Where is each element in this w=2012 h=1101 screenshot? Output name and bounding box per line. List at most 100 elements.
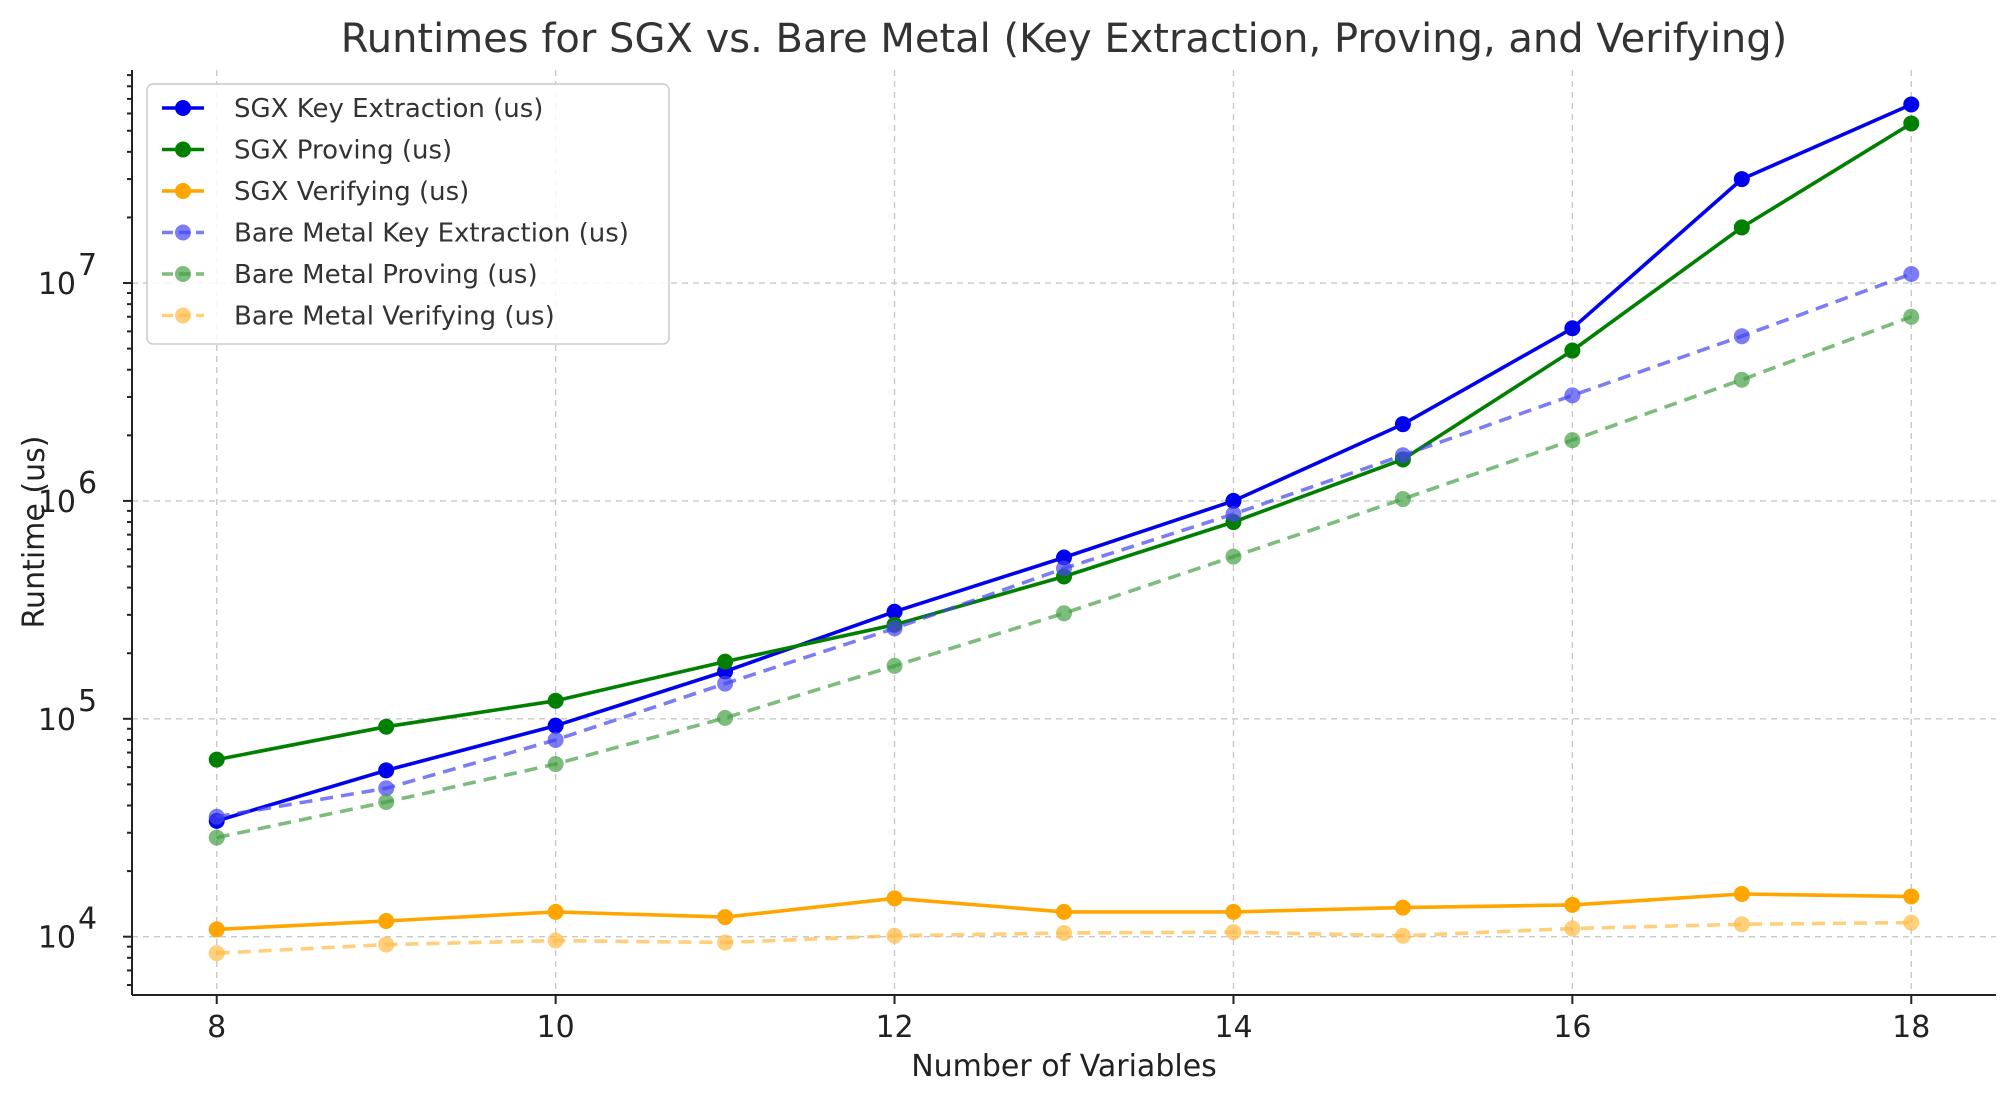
- x-tick-label: 16: [1553, 1010, 1591, 1045]
- legend-box: [146, 83, 670, 345]
- data-point: [1056, 549, 1072, 566]
- data-point: [547, 692, 564, 709]
- legend: SGX Key Extraction (us) SGX Proving (us) S…: [146, 83, 670, 345]
- series-lines: [208, 96, 1920, 962]
- legend-entry: Bare Metal Key Extraction (us): [162, 219, 629, 249]
- x-tick-label: 10: [537, 1010, 575, 1045]
- data-point: [1903, 115, 1920, 132]
- data-point: [378, 794, 395, 811]
- x-tick-label: 14: [1214, 1010, 1252, 1045]
- data-point: [886, 657, 903, 674]
- legend-label: Bare Metal Verifying (us): [234, 302, 555, 332]
- data-point: [1903, 888, 1920, 905]
- legend-entries: SGX Key Extraction (us) SGX Proving (us) S…: [162, 94, 629, 332]
- series-4: [208, 308, 1920, 846]
- data-point: [1225, 924, 1242, 941]
- data-point: [717, 709, 734, 726]
- y-tick-label: 10: [38, 703, 76, 738]
- data-point: [208, 751, 225, 768]
- legend-entry: Bare Metal Verifying (us): [162, 302, 555, 332]
- data-point: [1564, 387, 1581, 404]
- y-tick-label: 10: [38, 485, 76, 520]
- data-point: [886, 603, 903, 620]
- y-tick-label: 10: [38, 921, 76, 956]
- y-tick-exponent: 5: [78, 684, 97, 719]
- legend-entry: Bare Metal Proving (us): [162, 260, 538, 290]
- data-point: [1056, 560, 1072, 577]
- data-point: [208, 808, 225, 825]
- data-point: [1564, 342, 1581, 359]
- data-point: [1394, 491, 1411, 508]
- data-point: [1564, 320, 1581, 337]
- legend-label: SGX Proving (us): [234, 136, 452, 166]
- data-point: [378, 936, 395, 953]
- data-point: [1564, 432, 1581, 449]
- data-point: [1564, 920, 1581, 937]
- data-point: [886, 927, 903, 944]
- series-2: [208, 886, 1920, 938]
- legend-label: SGX Key Extraction (us): [234, 94, 543, 124]
- data-point: [1733, 219, 1750, 236]
- data-point: [1056, 924, 1072, 941]
- legend-label: Bare Metal Key Extraction (us): [234, 219, 629, 249]
- y-tick-exponent: 6: [78, 466, 97, 501]
- data-point: [1903, 308, 1920, 325]
- x-tick-label: 12: [875, 1010, 913, 1045]
- data-point: [1733, 328, 1750, 345]
- data-point: [1225, 506, 1242, 523]
- chart-title: Runtimes for SGX vs. Bare Metal (Key Ext…: [341, 16, 1788, 62]
- data-point: [1903, 96, 1920, 113]
- legend-label: SGX Verifying (us): [234, 177, 469, 207]
- legend-swatch-marker: [175, 307, 191, 324]
- data-point: [1394, 899, 1411, 916]
- legend-swatch-marker: [175, 183, 191, 199]
- x-tick-label: 8: [207, 1010, 226, 1045]
- y-tick-exponent: 7: [78, 248, 97, 283]
- data-point: [1733, 916, 1750, 933]
- data-point: [547, 731, 564, 748]
- data-point: [1394, 447, 1411, 464]
- x-tick-label: 18: [1892, 1010, 1930, 1045]
- legend-entry: SGX Verifying (us): [162, 177, 469, 207]
- x-axis-label: Number of Variables: [911, 1049, 1217, 1084]
- series-0: [208, 96, 1920, 829]
- series-line: [216, 315, 1912, 840]
- y-tick-exponent: 4: [78, 902, 97, 937]
- data-point: [1903, 914, 1920, 931]
- data-point: [1733, 886, 1750, 903]
- x-tick-labels: 8 10 12 14 16 18: [207, 995, 1930, 1045]
- data-point: [378, 780, 395, 797]
- data-point: [886, 890, 903, 907]
- data-point: [1903, 266, 1920, 283]
- data-point: [378, 718, 395, 735]
- data-point: [208, 829, 225, 846]
- data-point: [547, 756, 564, 773]
- data-point: [378, 762, 395, 779]
- y-axis-label: Runtime (us): [17, 436, 52, 629]
- y-tick-label: 10: [38, 267, 76, 302]
- series-3: [208, 266, 1920, 825]
- data-point: [886, 620, 903, 637]
- series-5: [208, 914, 1920, 962]
- axes: [131, 70, 1996, 996]
- data-point: [1056, 605, 1072, 622]
- data-point: [1733, 371, 1750, 388]
- data-point: [1056, 903, 1072, 920]
- data-point: [1394, 927, 1411, 944]
- legend-swatch-marker: [175, 224, 191, 241]
- data-point: [208, 945, 225, 962]
- data-point: [1225, 492, 1242, 509]
- data-point: [1225, 903, 1242, 920]
- legend-entry: SGX Proving (us): [162, 136, 452, 166]
- data-point: [547, 932, 564, 949]
- legend-label: Bare Metal Proving (us): [234, 260, 538, 290]
- data-point: [1564, 896, 1581, 913]
- legend-swatch-marker: [175, 266, 191, 282]
- legend-swatch-marker: [175, 141, 191, 158]
- data-point: [1225, 548, 1242, 565]
- data-point: [717, 909, 734, 926]
- series-line: [216, 272, 1912, 819]
- data-point: [547, 903, 564, 920]
